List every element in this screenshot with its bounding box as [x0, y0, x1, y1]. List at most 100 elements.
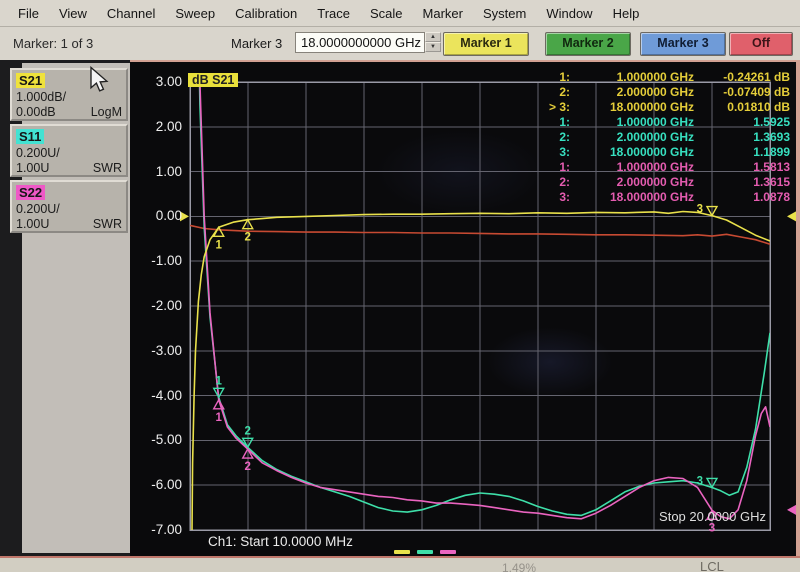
- trace-scale: 0.200U/: [16, 202, 60, 216]
- spin-down-button[interactable]: ▼: [425, 42, 441, 52]
- marker-value: 1.5813: [753, 160, 790, 174]
- y-axis-label: -2.00: [151, 298, 182, 313]
- marker-frequency: 2.000000 GHz: [616, 130, 694, 144]
- svg-text:2: 2: [245, 232, 251, 244]
- svg-text:3: 3: [709, 522, 715, 534]
- trace-box-s22[interactable]: S22 0.200U/1.00U SWR: [10, 180, 128, 233]
- trace-format: LogM: [90, 105, 122, 119]
- trace-s21: [191, 210, 770, 530]
- trace-chip-s11: S11: [16, 129, 45, 144]
- trace-box-s11[interactable]: S11 0.200U/1.00U SWR: [10, 124, 128, 177]
- marker-frequency: 18.000000 GHz: [609, 100, 694, 114]
- trace-s11: [198, 82, 770, 517]
- menu-item-help[interactable]: Help: [612, 5, 640, 21]
- trace-s21_memory: [190, 224, 770, 245]
- marker-readout-row: 2: 2.000000 GHz 1.3615: [534, 175, 790, 190]
- start-frequency-label: Ch1: Start 10.0000 MHz: [208, 534, 353, 549]
- marker-2-s22-symbol: 2: [241, 447, 254, 473]
- trace-box-s21[interactable]: S21 1.000dB/0.00dB LogM: [10, 68, 128, 121]
- marker-readout-row: 2: 2.000000 GHz 1.3693: [534, 130, 790, 145]
- y-axis-label: -4.00: [151, 387, 182, 403]
- menu-item-marker[interactable]: Marker: [422, 5, 463, 21]
- marker-3-s11-symbol: 3: [697, 475, 719, 489]
- marker-number: 1:: [559, 160, 570, 174]
- trace-s22: [199, 82, 770, 520]
- marker-number: 2:: [559, 130, 570, 144]
- marker-readout-row: 1: 1.000000 GHz 1.5925: [534, 115, 790, 130]
- trace-legend: [394, 541, 463, 559]
- y-axis-label: -6.00: [151, 477, 182, 493]
- graticule: [189, 81, 771, 531]
- marker-2-button[interactable]: Marker 2: [545, 32, 631, 56]
- marker-value: -0.24261 dB: [723, 70, 790, 84]
- legend-trace-dash: [440, 550, 456, 554]
- plot-area: 1 2 3 1 2 3 1 2 3: [180, 81, 796, 534]
- marker-3-button[interactable]: Marker 3: [640, 32, 726, 56]
- marker-value: 0.01810 dB: [727, 100, 790, 114]
- trace-chip-s22: S22: [16, 185, 46, 200]
- trace-ref-value: 1.00U: [16, 161, 50, 175]
- instrument-display: 1 2 3 1 2 3 1 2 3 dB S21 1: 1.000000 GHz -0.24261 …: [130, 60, 800, 556]
- trace-ref-line: 1.00U SWR: [16, 217, 122, 232]
- marker-2-s21-symbol: 2: [241, 218, 254, 244]
- marker-number: 2:: [559, 85, 570, 99]
- marker-number: 1:: [559, 115, 570, 129]
- legend-trace-dash: [394, 550, 410, 554]
- svg-text:3: 3: [697, 204, 703, 216]
- menu-item-trace[interactable]: Trace: [317, 5, 350, 21]
- svg-text:1: 1: [216, 375, 223, 387]
- menu-item-file[interactable]: File: [18, 5, 39, 21]
- status-bar: 1.49% LCL: [0, 556, 800, 572]
- marker-value: 1.1899: [753, 145, 790, 159]
- menu-item-calibration[interactable]: Calibration: [235, 5, 298, 21]
- marker-readout-row: 3: 18.000000 GHz 1.1899: [534, 145, 790, 160]
- y-axis-label: -1.00: [151, 253, 182, 269]
- marker-1-button[interactable]: Marker 1: [443, 32, 529, 56]
- status-partial-text: 1.49%: [502, 561, 537, 572]
- svg-text:2: 2: [245, 461, 251, 473]
- reference-level-pointer: [180, 211, 189, 222]
- lcl-indicator: LCL: [700, 559, 724, 572]
- marker-value: -0.07409 dB: [723, 85, 790, 99]
- trace-format: SWR: [92, 161, 122, 175]
- y-axis-label: -7.00: [151, 522, 182, 537]
- reference-level-pointer: [787, 211, 796, 222]
- trace-ref-line: 0.00dB LogM: [16, 105, 122, 120]
- marker-number: 1:: [559, 70, 570, 84]
- marker-3-s21-symbol: 3: [697, 204, 719, 218]
- menu-item-channel[interactable]: Channel: [106, 5, 156, 21]
- marker-2-s11-symbol: 2: [241, 425, 254, 449]
- marker-number: 2:: [559, 175, 570, 189]
- marker-value: 1.0878: [753, 190, 790, 204]
- marker-1-s11-symbol: 1: [212, 375, 225, 399]
- marker-readout-row: 2: 2.000000 GHz -0.07409 dB: [534, 85, 790, 100]
- menu-item-view[interactable]: View: [58, 5, 87, 21]
- reference-level-pointer: [787, 504, 796, 515]
- spin-up-button[interactable]: ▲: [425, 32, 441, 42]
- trace-ref-line: 1.00U SWR: [16, 161, 122, 176]
- marker-readout-table: 1: 1.000000 GHz -0.24261 dB 2: 2.000000 GHz -…: [534, 70, 790, 205]
- menu-item-system[interactable]: System: [482, 5, 527, 21]
- marker-number: 3:: [559, 190, 570, 204]
- marker-1-s21-symbol: 1: [212, 225, 225, 251]
- marker-frequency-value: 18.0000000000 GHz: [301, 35, 421, 50]
- marker-readout-row: > 3: 18.000000 GHz 0.01810 dB: [534, 100, 790, 115]
- svg-text:3: 3: [697, 475, 703, 487]
- y-axis-label: -5.00: [151, 432, 182, 448]
- marker-frequency: 18.000000 GHz: [609, 190, 694, 204]
- marker-number: > 3:: [548, 100, 570, 114]
- marker-3-s22-symbol: 3: [705, 508, 719, 534]
- marker-1-s22-symbol: 1: [212, 398, 225, 424]
- menu-item-scale[interactable]: Scale: [370, 5, 403, 21]
- marker-value: 1.3693: [753, 130, 790, 144]
- marker-readout-row: 1: 1.000000 GHz -0.24261 dB: [534, 70, 790, 85]
- marker-value: 1.3615: [753, 175, 790, 189]
- menu-item-window[interactable]: Window: [546, 5, 593, 21]
- marker-value: 1.5925: [753, 115, 790, 129]
- trace-chip-s21: S21: [16, 73, 46, 88]
- y-axis-label: 2.00: [155, 118, 182, 134]
- menu-item-sweep[interactable]: Sweep: [175, 5, 216, 21]
- off-button[interactable]: Off: [729, 32, 793, 56]
- y-axis-label: -3.00: [151, 342, 182, 358]
- marker-frequency-input[interactable]: 18.0000000000 GHz: [295, 32, 425, 53]
